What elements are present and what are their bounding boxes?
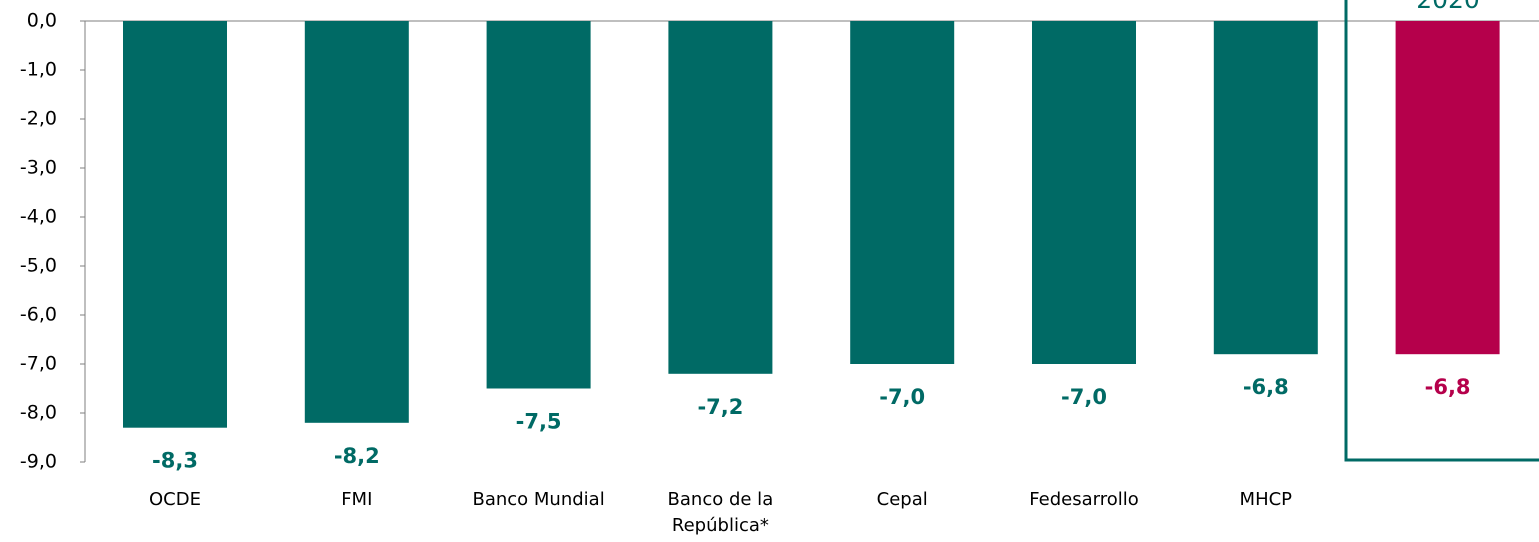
y-tick-label: -2,0 (20, 108, 57, 130)
value-label: -8,3 (152, 449, 198, 473)
bar (668, 21, 773, 374)
bar (850, 21, 955, 364)
y-tick-label: -1,0 (20, 59, 57, 81)
bar (304, 21, 409, 423)
value-label: -6,8 (1425, 375, 1471, 399)
bar (486, 21, 591, 389)
x-tick-label: FMI (341, 489, 373, 510)
y-tick-label: -3,0 (20, 157, 57, 179)
x-tick-label: Cepal (876, 489, 928, 510)
y-tick-label: -6,0 (20, 304, 57, 326)
bar (123, 21, 227, 428)
bar (1213, 21, 1318, 355)
value-label: -7,0 (1061, 385, 1107, 409)
y-tick-label: -8,0 (20, 402, 57, 424)
x-tick-label: Banco de la República* (667, 489, 774, 536)
x-tick-label: OCDE (149, 489, 201, 510)
value-label: -7,0 (879, 385, 925, 409)
value-label: -8,2 (334, 444, 380, 468)
x-tick-label: Fedesarrollo (1029, 489, 1139, 510)
y-tick-label: 0,0 (27, 10, 57, 32)
value-label: -6,8 (1243, 375, 1289, 399)
annotation: 2020 (1416, 0, 1480, 14)
bar (1032, 21, 1136, 364)
y-tick-label: -5,0 (20, 255, 57, 277)
x-tick-label: Banco Mundial (472, 489, 605, 510)
x-tick-label: MHCP (1239, 489, 1293, 510)
y-tick-label: -4,0 (20, 206, 57, 228)
value-label: -7,5 (516, 410, 562, 434)
y-tick-label: -7,0 (20, 353, 57, 375)
y-tick-label: -9,0 (20, 451, 57, 473)
highlight-box (1344, 0, 1539, 462)
bar (1395, 21, 1500, 355)
value-label: -7,2 (697, 395, 743, 419)
